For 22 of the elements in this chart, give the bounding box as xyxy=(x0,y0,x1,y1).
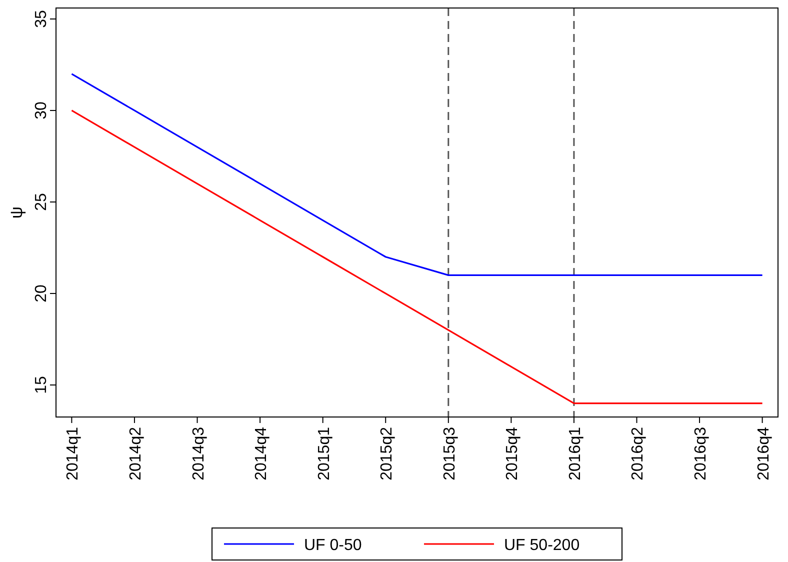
line-series xyxy=(70,110,764,404)
x-tick-label: 2016q2 xyxy=(630,426,647,480)
x-tick-label: 2016q1 xyxy=(566,426,584,480)
legend-label: UF 50-200 xyxy=(504,537,580,554)
x-tick-label: 2014q4 xyxy=(253,426,270,480)
y-tick-label: 35 xyxy=(33,10,50,28)
x-tick-label: 2016q4 xyxy=(755,426,772,480)
y-tick-label: 30 xyxy=(33,101,50,120)
x-tick-label: 2016q3 xyxy=(692,426,710,480)
y-tick-label: 20 xyxy=(33,284,50,302)
x-tick-label: 2014q2 xyxy=(127,426,144,480)
x-tick-label: 2015q3 xyxy=(441,426,458,480)
x-tick-label: 2015q4 xyxy=(504,426,522,480)
y-axis-title: ψ xyxy=(7,206,26,219)
y-tick-label: 25 xyxy=(33,192,50,211)
x-tick-label: 2014q3 xyxy=(190,426,208,480)
x-tick-label: 2015q1 xyxy=(316,426,333,480)
y-tick-label: 15 xyxy=(33,376,50,394)
line-series xyxy=(70,73,764,276)
legend-label: UF 0-50 xyxy=(304,537,362,554)
x-tick-label: 2014q1 xyxy=(64,426,82,480)
x-tick-label: 2015q2 xyxy=(378,426,396,480)
